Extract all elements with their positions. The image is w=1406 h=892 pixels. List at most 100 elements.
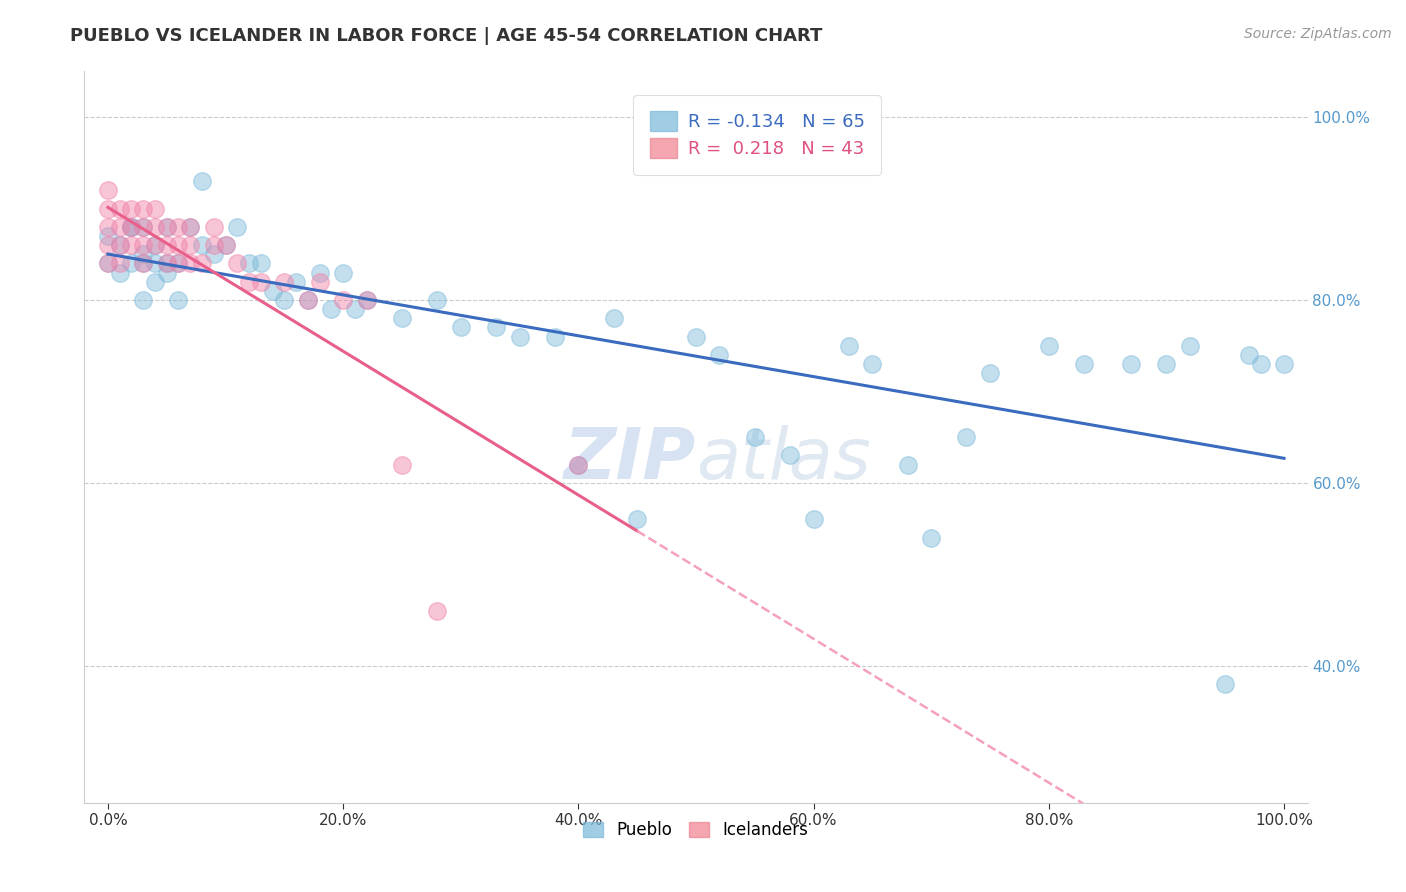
- Point: [179, 238, 201, 252]
- Point: [920, 531, 942, 545]
- Point: [120, 256, 142, 270]
- Point: [685, 329, 707, 343]
- Point: [179, 219, 201, 234]
- Point: [1237, 348, 1260, 362]
- Point: [332, 293, 354, 307]
- Point: [860, 357, 883, 371]
- Point: [226, 256, 249, 270]
- Point: [343, 301, 366, 317]
- Point: [356, 293, 378, 307]
- Point: [132, 219, 155, 234]
- Point: [1250, 357, 1272, 371]
- Point: [249, 275, 271, 289]
- Point: [1213, 677, 1236, 691]
- Point: [544, 329, 567, 343]
- Point: [167, 256, 190, 270]
- Point: [143, 238, 166, 252]
- Point: [426, 293, 449, 307]
- Text: PUEBLO VS ICELANDER IN LABOR FORCE | AGE 45-54 CORRELATION CHART: PUEBLO VS ICELANDER IN LABOR FORCE | AGE…: [70, 27, 823, 45]
- Point: [120, 219, 142, 234]
- Point: [167, 238, 190, 252]
- Point: [156, 238, 179, 252]
- Point: [779, 449, 801, 463]
- Text: atlas: atlas: [696, 425, 870, 493]
- Point: [450, 320, 472, 334]
- Point: [1272, 357, 1295, 371]
- Point: [1121, 357, 1143, 371]
- Point: [143, 219, 166, 234]
- Point: [132, 238, 155, 252]
- Point: [156, 266, 179, 280]
- Point: [238, 275, 260, 289]
- Point: [132, 247, 155, 261]
- Point: [120, 238, 142, 252]
- Point: [249, 256, 271, 270]
- Point: [308, 266, 330, 280]
- Point: [485, 320, 508, 334]
- Point: [108, 256, 131, 270]
- Point: [297, 293, 319, 307]
- Point: [602, 311, 624, 326]
- Point: [1073, 357, 1095, 371]
- Point: [132, 256, 155, 270]
- Point: [202, 219, 225, 234]
- Point: [979, 366, 1001, 380]
- Point: [273, 293, 295, 307]
- Point: [262, 284, 284, 298]
- Point: [332, 266, 354, 280]
- Point: [108, 202, 131, 216]
- Point: [108, 238, 131, 252]
- Point: [132, 256, 155, 270]
- Point: [744, 430, 766, 444]
- Point: [567, 458, 589, 472]
- Legend: Pueblo, Icelanders: Pueblo, Icelanders: [576, 814, 815, 846]
- Point: [567, 458, 589, 472]
- Point: [202, 247, 225, 261]
- Point: [156, 219, 179, 234]
- Point: [108, 219, 131, 234]
- Point: [391, 458, 413, 472]
- Point: [167, 293, 190, 307]
- Point: [132, 202, 155, 216]
- Point: [143, 256, 166, 270]
- Point: [191, 256, 214, 270]
- Point: [308, 275, 330, 289]
- Point: [179, 219, 201, 234]
- Point: [1178, 339, 1201, 353]
- Point: [955, 430, 977, 444]
- Point: [143, 202, 166, 216]
- Point: [156, 219, 179, 234]
- Point: [97, 256, 120, 270]
- Point: [1156, 357, 1178, 371]
- Point: [120, 219, 142, 234]
- Point: [391, 311, 413, 326]
- Point: [509, 329, 531, 343]
- Point: [897, 458, 920, 472]
- Point: [214, 238, 236, 252]
- Point: [156, 256, 179, 270]
- Text: ZIP: ZIP: [564, 425, 696, 493]
- Point: [297, 293, 319, 307]
- Point: [132, 219, 155, 234]
- Point: [191, 174, 214, 188]
- Point: [321, 301, 343, 317]
- Point: [97, 256, 120, 270]
- Point: [238, 256, 260, 270]
- Point: [167, 256, 190, 270]
- Point: [167, 219, 190, 234]
- Point: [179, 256, 201, 270]
- Point: [156, 256, 179, 270]
- Point: [273, 275, 295, 289]
- Point: [191, 238, 214, 252]
- Point: [838, 339, 860, 353]
- Point: [132, 293, 155, 307]
- Point: [97, 228, 120, 243]
- Point: [108, 238, 131, 252]
- Point: [803, 512, 825, 526]
- Point: [120, 202, 142, 216]
- Point: [143, 238, 166, 252]
- Point: [426, 604, 449, 618]
- Point: [97, 219, 120, 234]
- Point: [226, 219, 249, 234]
- Text: Source: ZipAtlas.com: Source: ZipAtlas.com: [1244, 27, 1392, 41]
